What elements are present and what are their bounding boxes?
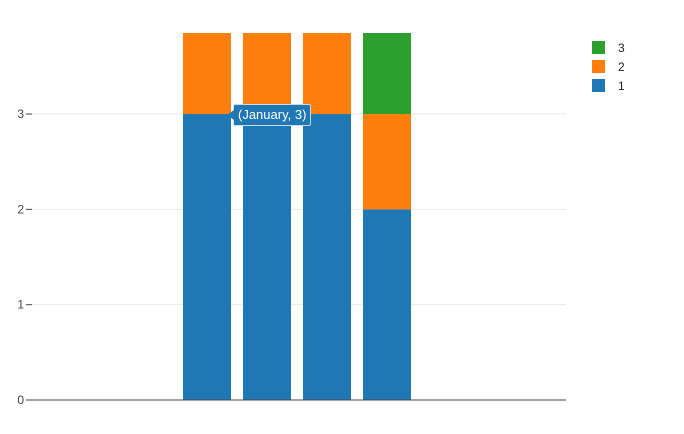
legend: 3 2 1 [592, 41, 625, 93]
legend-swatch-icon [592, 79, 605, 92]
bar-segment-series-2[interactable] [183, 19, 231, 115]
legend-label[interactable]: 3 [618, 41, 625, 55]
bars [183, 19, 411, 400]
bar-segment-series-1[interactable] [303, 114, 351, 400]
bar-segment-series-2[interactable] [303, 19, 351, 115]
y-axis: 0 1 2 3 [17, 107, 32, 407]
bar-segment-series-2[interactable] [243, 19, 291, 115]
legend-label[interactable]: 1 [618, 79, 625, 93]
y-tick-label: 0 [17, 393, 24, 407]
bar-segment-series-3[interactable] [363, 19, 411, 115]
bar-segment-series-2[interactable] [363, 114, 411, 210]
tooltip: (January, 3) [226, 104, 312, 126]
y-tick-label: 2 [17, 202, 24, 216]
gridlines [32, 113, 566, 306]
legend-swatch-icon [592, 41, 605, 54]
bar-segment-series-1[interactable] [183, 114, 231, 400]
legend-label[interactable]: 2 [618, 60, 625, 74]
bar-segment-series-1[interactable] [243, 114, 291, 400]
y-tick-label: 1 [17, 298, 24, 312]
legend-swatch-icon [592, 60, 605, 73]
bar-segment-series-1[interactable] [363, 209, 411, 400]
y-tick-label: 3 [17, 107, 24, 121]
